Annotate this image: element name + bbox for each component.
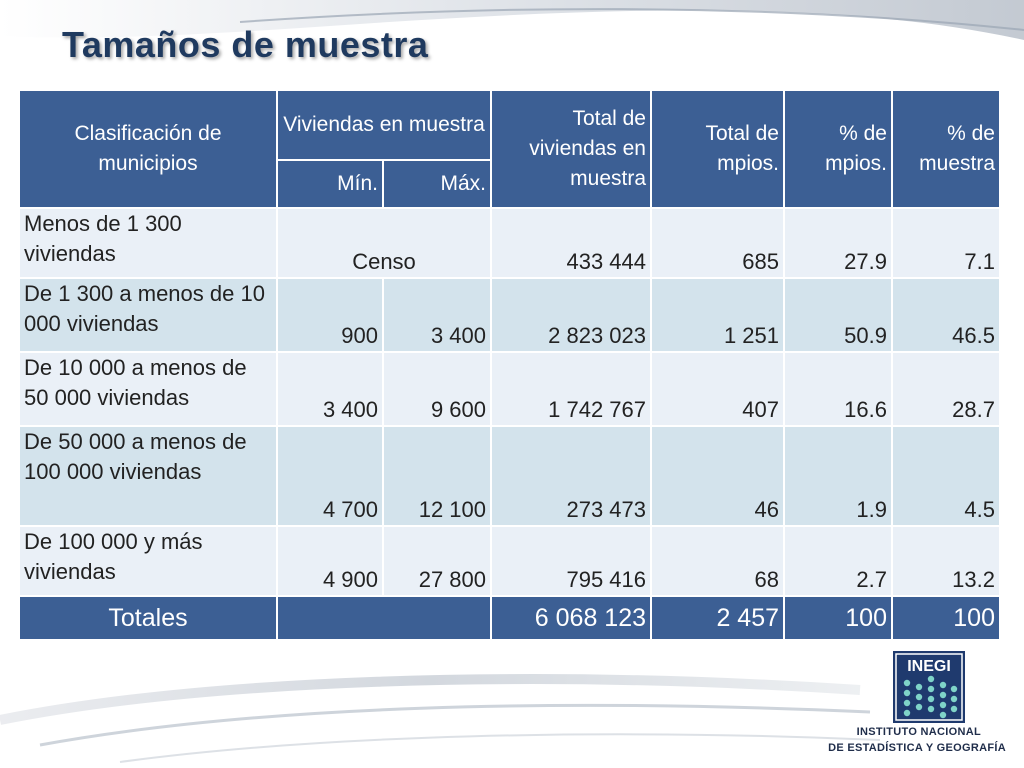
pct-mpios-cell: 2.7 bbox=[783, 525, 893, 597]
totals-viviendas-cell: 6 068 123 bbox=[490, 595, 652, 641]
page-title: Tamaños de muestra bbox=[62, 24, 429, 65]
total-mpios-cell: 68 bbox=[650, 525, 785, 597]
total-mpios-cell: 685 bbox=[650, 207, 785, 279]
total-viviendas-cell: 1 742 767 bbox=[490, 351, 652, 427]
totals-row: Totales 6 068 123 2 457 100 100 bbox=[18, 595, 1001, 641]
header-pct-muestra: % de muestra bbox=[891, 89, 1001, 209]
total-mpios-cell: 407 bbox=[650, 351, 785, 427]
row-label: De 10 000 a menos de 50 000 viviendas bbox=[18, 351, 278, 427]
min-cell: 4 900 bbox=[276, 525, 384, 597]
table-row: De 10 000 a menos de 50 000 viviendas 3 … bbox=[18, 351, 1001, 427]
pct-muestra-cell: 13.2 bbox=[891, 525, 1001, 597]
max-cell: 9 600 bbox=[382, 351, 492, 427]
header-total-viviendas: Total de viviendas en muestra bbox=[490, 89, 652, 209]
totals-label: Totales bbox=[18, 595, 278, 641]
institute-name-line1: INSTITUTO NACIONAL bbox=[856, 726, 981, 738]
pct-mpios-cell: 16.6 bbox=[783, 351, 893, 427]
table-row: De 100 000 y más viviendas 4 900 27 800 … bbox=[18, 525, 1001, 597]
inegi-logo: INEGI bbox=[893, 651, 965, 723]
pct-muestra-cell: 46.5 bbox=[891, 277, 1001, 353]
total-viviendas-cell: 433 444 bbox=[490, 207, 652, 279]
totals-empty-cell bbox=[276, 595, 492, 641]
logo-brand-text: INEGI bbox=[907, 658, 951, 675]
sample-size-table: Clasificación de municipios Viviendas en… bbox=[18, 89, 1001, 641]
row-label: De 100 000 y más viviendas bbox=[18, 525, 278, 597]
table-row: De 1 300 a menos de 10 000 viviendas 900… bbox=[18, 277, 1001, 353]
total-mpios-cell: 46 bbox=[650, 425, 785, 527]
min-cell: 4 700 bbox=[276, 425, 384, 527]
max-cell: 27 800 bbox=[382, 525, 492, 597]
totals-pct-mpios-cell: 100 bbox=[783, 595, 893, 641]
header-max: Máx. bbox=[382, 159, 492, 209]
censo-cell: Censo bbox=[276, 207, 492, 279]
pct-muestra-cell: 28.7 bbox=[891, 351, 1001, 427]
pct-muestra-cell: 4.5 bbox=[891, 425, 1001, 527]
max-cell: 3 400 bbox=[382, 277, 492, 353]
total-viviendas-cell: 2 823 023 bbox=[490, 277, 652, 353]
header-pct-mpios: % de mpios. bbox=[783, 89, 893, 209]
row-label: De 1 300 a menos de 10 000 viviendas bbox=[18, 277, 278, 353]
pct-mpios-cell: 1.9 bbox=[783, 425, 893, 527]
table-row: Menos de 1 300 viviendas Censo 433 444 6… bbox=[18, 207, 1001, 279]
header-viviendas-muestra: Viviendas en muestra bbox=[276, 89, 492, 161]
totals-pct-muestra-cell: 100 bbox=[891, 595, 1001, 641]
institute-name-line2: DE ESTADÍSTICA Y GEOGRAFÍA bbox=[828, 742, 1006, 754]
max-cell: 12 100 bbox=[382, 425, 492, 527]
row-label: De 50 000 a menos de 100 000 viviendas bbox=[18, 425, 278, 527]
total-mpios-cell: 1 251 bbox=[650, 277, 785, 353]
total-viviendas-cell: 795 416 bbox=[490, 525, 652, 597]
header-total-mpios: Total de mpios. bbox=[650, 89, 785, 209]
header-min: Mín. bbox=[276, 159, 384, 209]
min-cell: 3 400 bbox=[276, 351, 384, 427]
table-row: De 50 000 a menos de 100 000 viviendas 4… bbox=[18, 425, 1001, 527]
total-viviendas-cell: 273 473 bbox=[490, 425, 652, 527]
pct-muestra-cell: 7.1 bbox=[891, 207, 1001, 279]
header-clasificacion: Clasificación de municipios bbox=[18, 89, 278, 209]
row-label: Menos de 1 300 viviendas bbox=[18, 207, 278, 279]
pct-mpios-cell: 50.9 bbox=[783, 277, 893, 353]
min-cell: 900 bbox=[276, 277, 384, 353]
totals-mpios-cell: 2 457 bbox=[650, 595, 785, 641]
pct-mpios-cell: 27.9 bbox=[783, 207, 893, 279]
